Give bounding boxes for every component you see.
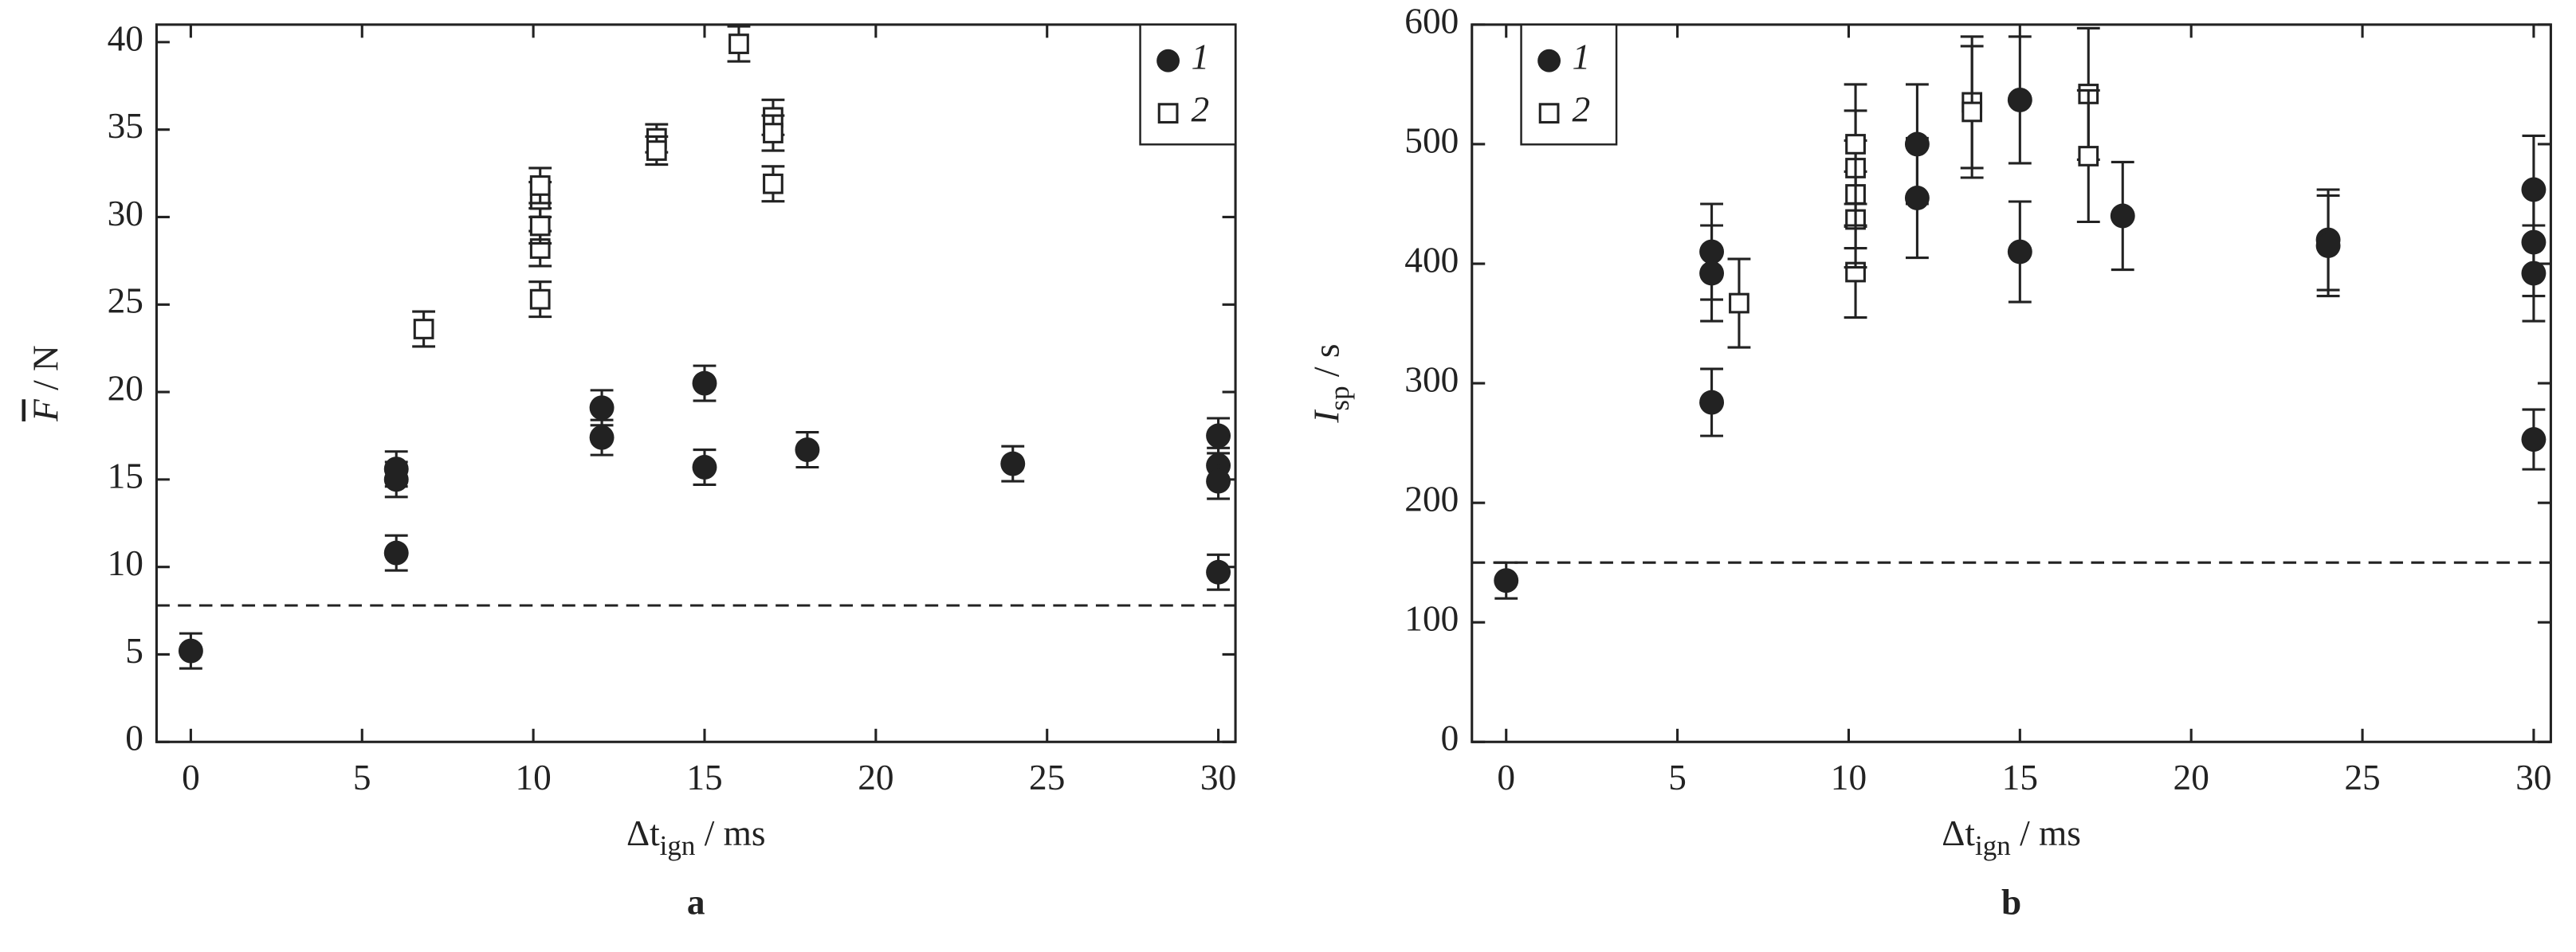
point	[2007, 87, 2032, 112]
x-tick-label: 15	[2002, 758, 2038, 797]
legend-label: 1	[1572, 37, 1590, 77]
point	[1699, 261, 1725, 286]
point	[2521, 261, 2547, 286]
panel-label: a	[687, 883, 705, 923]
y-label-unit: / s	[1307, 344, 1347, 386]
y-tick-label: 600	[1404, 1, 1459, 41]
y-label-unit: / N	[26, 345, 66, 399]
plot-frame	[155, 23, 1237, 743]
x-axis-label: Δtign / ms	[1942, 813, 2081, 861]
legend-marker	[1538, 103, 1560, 124]
point	[2078, 146, 2099, 167]
y-tick-label: 400	[1404, 240, 1459, 280]
point	[2315, 233, 2341, 258]
point	[1206, 423, 1231, 449]
y-axis-label: Isp / s	[1307, 344, 1355, 424]
x-tick-label: 25	[2344, 758, 2380, 797]
legend-marker	[1157, 103, 1179, 124]
legend-box	[1520, 23, 1618, 146]
y-tick-label: 10	[108, 543, 143, 583]
point	[692, 455, 717, 480]
x-label-unit: / ms	[2011, 813, 2081, 853]
x-tick-label: 5	[353, 758, 371, 797]
point	[1206, 468, 1231, 494]
y-tick-label: 500	[1404, 120, 1459, 160]
y-tick-label: 40	[108, 18, 143, 58]
x-label-main: Δt	[1942, 813, 1975, 853]
point	[383, 540, 409, 566]
legend-label: 2	[1191, 90, 1209, 130]
x-tick-label: 30	[1200, 758, 1236, 797]
y-label-main: F	[26, 398, 66, 422]
point	[763, 173, 783, 194]
y-label-main: I	[1307, 409, 1347, 424]
panel-label: b	[2001, 883, 2021, 923]
point	[795, 437, 820, 462]
x-tick-label: 20	[2174, 758, 2209, 797]
x-label-main: Δt	[626, 813, 660, 853]
y-tick-label: 30	[108, 194, 143, 233]
point	[692, 370, 717, 396]
y-tick-label: 15	[108, 456, 143, 496]
point	[2110, 203, 2135, 229]
point	[728, 33, 749, 54]
y-axis-label: F / N	[26, 345, 66, 422]
y-tick-label: 20	[108, 368, 143, 408]
point	[1845, 134, 1866, 155]
point	[529, 288, 551, 310]
x-tick-label: 0	[182, 758, 200, 797]
point	[763, 123, 783, 143]
point	[646, 140, 667, 161]
x-axis-label: Δtign / ms	[626, 813, 766, 861]
y-tick-label: 300	[1404, 359, 1459, 399]
point	[383, 467, 409, 492]
point	[2007, 239, 2032, 264]
point	[1494, 568, 1519, 594]
y-tick-label: 5	[125, 631, 143, 671]
x-label-sub: ign	[660, 830, 696, 861]
point	[1000, 451, 1026, 476]
y-tick-label: 200	[1404, 480, 1459, 519]
point	[413, 319, 434, 339]
legend-marker	[1537, 49, 1561, 72]
y-tick-label: 35	[108, 106, 143, 146]
x-tick-label: 25	[1029, 758, 1065, 797]
plot-frame	[1471, 23, 2552, 743]
point	[1206, 559, 1231, 585]
x-tick-label: 0	[1497, 758, 1515, 797]
point	[589, 395, 615, 421]
point	[2521, 427, 2547, 452]
x-tick-label: 30	[2515, 758, 2551, 797]
point	[1904, 186, 1930, 210]
point	[1961, 101, 1983, 123]
x-tick-label: 20	[858, 758, 893, 797]
x-tick-label: 15	[686, 758, 722, 797]
y-tick-label: 0	[125, 719, 143, 758]
legend-label: 1	[1191, 37, 1209, 77]
legend-label: 2	[1572, 90, 1590, 130]
legend-box	[1139, 23, 1237, 146]
point	[589, 425, 615, 450]
point	[529, 175, 551, 196]
y-tick-label: 0	[1441, 719, 1459, 758]
point	[178, 638, 203, 664]
x-tick-label: 10	[1831, 758, 1867, 797]
x-label-sub: ign	[1975, 830, 2011, 861]
legend-marker	[1156, 49, 1180, 72]
y-tick-label: 25	[108, 281, 143, 321]
x-tick-label: 5	[1668, 758, 1687, 797]
y-label-sub: sp	[1324, 386, 1355, 410]
point	[529, 215, 551, 237]
y-tick-label: 100	[1404, 599, 1459, 639]
x-label-unit: / ms	[695, 813, 765, 853]
point	[1699, 390, 1725, 415]
x-tick-label: 10	[515, 758, 551, 797]
point	[1729, 292, 1749, 314]
